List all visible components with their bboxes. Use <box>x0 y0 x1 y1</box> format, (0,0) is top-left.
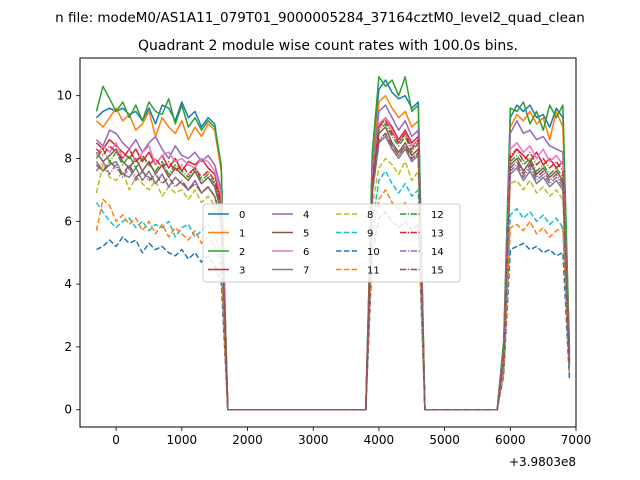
y-tick-label: 10 <box>57 89 72 103</box>
x-tick-label: 1000 <box>167 433 198 447</box>
y-tick-label: 6 <box>64 214 72 228</box>
legend-label-13: 13 <box>431 229 444 240</box>
figure-suptitle: n file: modeM0/AS1A11_079T01_9000005284_… <box>55 10 585 26</box>
x-tick-label: 6000 <box>495 433 526 447</box>
plot-area <box>95 76 571 411</box>
legend-label-12: 12 <box>431 210 444 221</box>
y-tick-label: 2 <box>64 340 72 354</box>
series-line-15 <box>95 132 571 411</box>
x-axis-offset-text: +3.9803e8 <box>509 455 576 469</box>
legend-label-8: 8 <box>367 210 373 221</box>
legend-label-3: 3 <box>239 266 245 277</box>
legend-label-1: 1 <box>239 229 245 240</box>
legend-label-2: 2 <box>239 247 245 258</box>
y-tick-label: 8 <box>64 151 72 165</box>
legend-label-0: 0 <box>239 210 245 221</box>
x-tick-label: 3000 <box>298 433 329 447</box>
legend-label-5: 5 <box>303 229 309 240</box>
x-tick-label: 4000 <box>364 433 395 447</box>
legend-label-6: 6 <box>303 247 309 258</box>
x-tick-label: 7000 <box>561 433 592 447</box>
y-tick-label: 4 <box>64 277 72 291</box>
legend-box <box>202 203 461 283</box>
chart-title: Quadrant 2 module wise count rates with … <box>138 38 518 54</box>
x-axis: 0 1000 2000 3000 4000 5000 6000 7000 <box>112 427 591 447</box>
legend-label-7: 7 <box>303 266 309 277</box>
x-tick-label: 2000 <box>232 433 263 447</box>
axes-frame <box>79 57 577 428</box>
series-line-14 <box>95 132 571 411</box>
legend-label-14: 14 <box>431 247 444 258</box>
legend-label-11: 11 <box>367 266 380 277</box>
y-axis: 0 2 4 6 8 10 <box>57 89 80 417</box>
x-tick-label: 5000 <box>429 433 460 447</box>
legend-label-15: 15 <box>431 266 444 277</box>
x-tick-label: 0 <box>112 433 120 447</box>
series-line-12 <box>95 123 571 411</box>
y-tick-label: 0 <box>64 403 72 417</box>
legend-label-9: 9 <box>367 229 373 240</box>
legend-label-4: 4 <box>303 210 309 221</box>
legend-label-10: 10 <box>367 247 380 258</box>
